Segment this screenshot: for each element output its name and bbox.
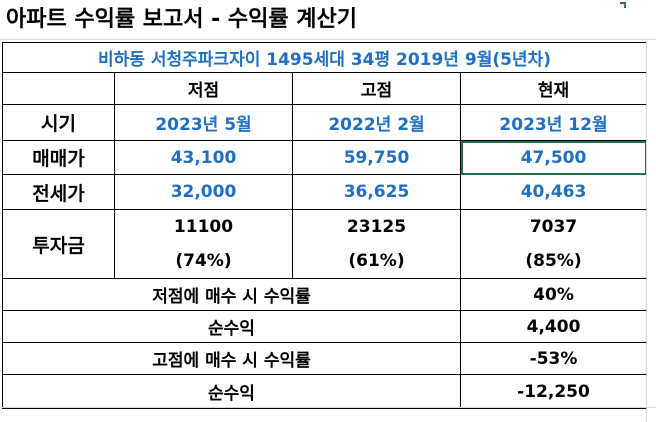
cell-corner-marker — [620, 2, 626, 8]
header-low[interactable]: 저점 — [114, 72, 293, 105]
investment-high-percent: (61%) — [348, 251, 405, 271]
summary-label-net-profit-high[interactable]: 순수익 — [2, 374, 461, 409]
header-current[interactable]: 현재 — [459, 72, 648, 105]
summary-value-net-profit-high[interactable]: -12,250 — [459, 374, 648, 409]
period-low[interactable]: 2023년 5월 — [114, 104, 293, 141]
summary-label-net-profit-low[interactable]: 순수익 — [2, 310, 461, 343]
summary-value-low-buy-return[interactable]: 40% — [459, 278, 648, 311]
jeonse-low[interactable]: 32,000 — [114, 174, 293, 210]
sale-low[interactable]: 43,100 — [114, 140, 293, 175]
header-high[interactable]: 고점 — [292, 72, 461, 105]
investment-current[interactable]: 7037 (85%) — [459, 209, 648, 279]
summary-value-net-profit-low[interactable]: 4,400 — [459, 310, 648, 343]
row-label-investment[interactable]: 투자금 — [2, 209, 115, 279]
jeonse-high[interactable]: 36,625 — [292, 174, 461, 210]
investment-high[interactable]: 23125 (61%) — [292, 209, 461, 279]
jeonse-current[interactable]: 40,463 — [459, 174, 648, 210]
investment-high-amount: 23125 — [346, 217, 407, 237]
row-label-jeonse-price[interactable]: 전세가 — [2, 174, 115, 210]
summary-label-high-buy-return[interactable]: 고점에 매수 시 수익률 — [2, 342, 461, 375]
investment-current-percent: (85%) — [525, 251, 582, 271]
empty-header-cell[interactable] — [2, 72, 115, 105]
investment-low[interactable]: 11100 (74%) — [114, 209, 293, 279]
sale-current-selected-cell[interactable]: 47,500 — [459, 140, 648, 175]
investment-low-percent: (74%) — [175, 251, 232, 271]
apartment-info-cell[interactable]: 비하동 서청주파크자이 1495세대 34평 2019년 9월(5년차) — [1, 42, 648, 73]
investment-low-amount: 11100 — [173, 217, 234, 237]
sale-high[interactable]: 59,750 — [292, 140, 461, 175]
period-current[interactable]: 2023년 12월 — [459, 104, 648, 141]
sheet-gridline-right — [646, 42, 656, 422]
row-label-period[interactable]: 시기 — [2, 104, 115, 141]
profit-calculator-table: 비하동 서청주파크자이 1495세대 34평 2019년 9월(5년차) 저점 … — [1, 42, 648, 409]
summary-label-low-buy-return[interactable]: 저점에 매수 시 수익률 — [2, 278, 461, 311]
report-title: 아파트 수익률 보고서 - 수익률 계산기 — [0, 0, 656, 40]
investment-current-amount: 7037 — [529, 217, 578, 237]
row-label-sale-price[interactable]: 매매가 — [2, 140, 115, 175]
summary-value-high-buy-return[interactable]: -53% — [459, 342, 648, 375]
sheet-gridline-bottom — [0, 407, 656, 422]
period-high[interactable]: 2022년 2월 — [292, 104, 461, 141]
